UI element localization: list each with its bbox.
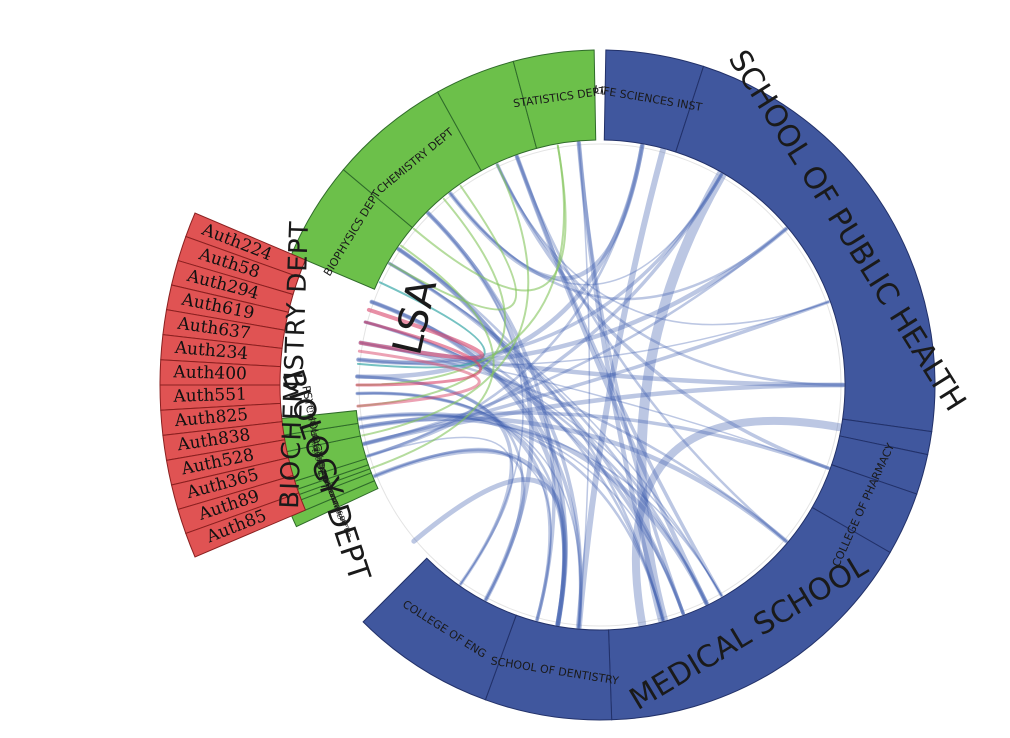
author-segment-auth551 xyxy=(159,384,282,411)
chord-link-19 xyxy=(576,140,666,622)
chord-link-53 xyxy=(369,299,567,627)
chord-link-30 xyxy=(358,411,831,470)
chord-link-41 xyxy=(354,143,645,380)
author-segment-auth838 xyxy=(162,421,286,461)
author-segment-auth825 xyxy=(160,402,283,436)
author-segment-auth528 xyxy=(165,439,289,486)
blue-segment-school-of-public-health xyxy=(675,65,936,433)
chord-link-8 xyxy=(427,212,524,585)
chord-link-47 xyxy=(359,341,788,543)
chord-links xyxy=(354,140,846,631)
ring-segments xyxy=(159,49,936,721)
author-label: Auth400 xyxy=(172,362,247,384)
chord-link-56 xyxy=(575,147,666,631)
chord-link-48 xyxy=(364,321,723,597)
author-segment-auth637 xyxy=(162,309,286,349)
chord-link-20 xyxy=(578,142,591,628)
chord-link-0 xyxy=(388,262,723,597)
chord-link-51 xyxy=(370,300,665,621)
chord-link-17 xyxy=(514,154,709,606)
chord-link-28 xyxy=(362,300,831,446)
chord-link-5 xyxy=(396,246,568,627)
author-segment-auth89 xyxy=(177,474,300,535)
chord-link-32 xyxy=(359,419,723,597)
chord-link-6 xyxy=(426,211,556,622)
author-segment-auth224 xyxy=(185,212,307,278)
chord-link-10 xyxy=(449,173,723,286)
author-segment-auth294 xyxy=(170,259,294,313)
chord-link-31 xyxy=(358,416,789,544)
chord-link-49 xyxy=(364,320,708,605)
author-segment-auth58 xyxy=(177,235,300,296)
chord-link-22 xyxy=(373,449,552,621)
chord-link-7 xyxy=(425,210,534,602)
author-segment-auth234 xyxy=(160,334,283,368)
chord-link-16 xyxy=(515,154,724,598)
author-segment-auth365 xyxy=(170,457,294,511)
chord-link-54 xyxy=(636,169,727,625)
chord-link-67 xyxy=(356,349,481,408)
chord-link-4 xyxy=(396,247,583,629)
chord-link-25 xyxy=(366,144,644,458)
chord-link-18 xyxy=(577,141,685,616)
chord-link-29 xyxy=(361,382,846,447)
author-segment-auth400 xyxy=(159,359,282,386)
blue-segment-college-of-eng xyxy=(362,557,517,701)
green-top-segment-statistics-dept xyxy=(512,49,597,149)
chord-link-15 xyxy=(515,155,788,543)
chord-link-33 xyxy=(357,412,709,606)
author-segment-auth619 xyxy=(165,284,289,331)
chord-link-52 xyxy=(369,300,583,629)
chord-link-55 xyxy=(631,416,844,629)
chord-link-64 xyxy=(356,281,486,369)
chord-link-11 xyxy=(449,192,788,301)
chord-link-1 xyxy=(388,262,708,605)
chord-link-65 xyxy=(358,307,485,360)
chord-link-26 xyxy=(365,172,724,458)
chord-link-12 xyxy=(496,164,830,326)
chord-link-3 xyxy=(397,247,665,621)
chord-link-60 xyxy=(370,244,495,470)
chord-link-34 xyxy=(358,413,684,615)
chord-link-50 xyxy=(363,320,685,616)
chord-link-38 xyxy=(355,391,552,622)
chord-link-37 xyxy=(355,391,566,626)
chord-link-61 xyxy=(356,197,507,408)
chord-link-36 xyxy=(356,392,582,628)
author-label: Auth551 xyxy=(172,385,247,407)
author-segment-auth85 xyxy=(185,492,307,558)
chord-link-2 xyxy=(387,261,685,616)
chord-link-63 xyxy=(356,144,566,386)
chord-link-21 xyxy=(372,448,567,627)
chord-link-27 xyxy=(362,227,788,446)
chord-link-44 xyxy=(357,301,830,367)
chord-link-62 xyxy=(361,163,530,437)
chord-link-14 xyxy=(495,163,831,470)
chord-link-66 xyxy=(355,320,482,387)
chord-link-57 xyxy=(411,477,569,627)
chord-link-13 xyxy=(496,163,845,387)
chord-link-24 xyxy=(366,436,514,585)
chord-link-40 xyxy=(355,374,514,586)
chord-link-43 xyxy=(356,226,789,366)
chord-link-58 xyxy=(388,184,517,311)
chord-link-9 xyxy=(448,143,645,281)
chord-link-35 xyxy=(358,413,665,621)
chord-link-23 xyxy=(373,447,526,601)
